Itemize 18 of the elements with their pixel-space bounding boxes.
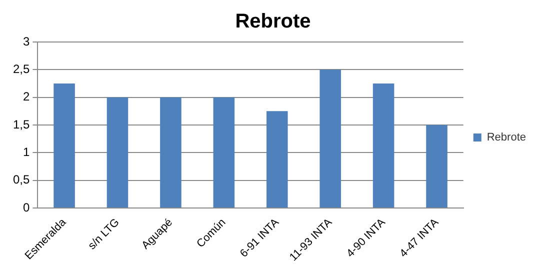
y-tick-label: 2 xyxy=(22,90,30,104)
bar xyxy=(54,84,75,208)
y-tick-label: 3 xyxy=(22,34,30,48)
y-tick-label: 0 xyxy=(22,200,30,214)
bar xyxy=(320,70,341,208)
x-tick-label: s/n LTG xyxy=(86,216,122,252)
y-tick-label: 0,5 xyxy=(12,172,30,187)
y-tick-label: 1 xyxy=(22,145,30,160)
legend-label: Rebrote xyxy=(486,132,526,144)
bar xyxy=(266,111,288,208)
bar xyxy=(160,97,182,208)
y-tick-label: 1,5 xyxy=(12,117,30,132)
bar xyxy=(213,97,235,208)
y-tick-label: 2,5 xyxy=(12,62,30,76)
chart-title: Rebrote xyxy=(235,10,311,33)
bar xyxy=(426,125,448,208)
bar xyxy=(372,84,394,208)
bar xyxy=(106,97,128,208)
